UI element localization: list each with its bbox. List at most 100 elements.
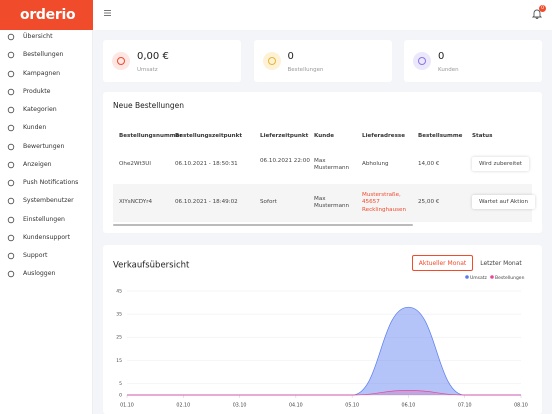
nav-icon	[7, 179, 15, 187]
table-cell: 06.10.2021 - 18:49:02	[175, 199, 238, 206]
x-tick-label: 05.10	[345, 403, 359, 409]
nav-icon-shape	[7, 88, 15, 95]
nav-icon	[7, 70, 15, 77]
nav-label: Systembenutzer	[23, 197, 74, 205]
stat-label: Bestellungen	[287, 67, 324, 73]
x-tick-label: 06.10	[402, 403, 416, 409]
nav-icon	[7, 161, 15, 168]
nav-icon	[7, 125, 15, 132]
chart-title: Verkaufsübersicht	[113, 261, 190, 271]
x-tick-label: 07.10	[458, 403, 472, 409]
nav-item[interactable]: Support	[0, 248, 92, 264]
nav-item[interactable]: Kunden	[0, 120, 92, 136]
brand: orderio	[0, 0, 93, 30]
stat-icon	[112, 52, 130, 70]
status-button[interactable]: Wartet auf Aktion	[472, 195, 536, 209]
nav-item[interactable]: Anzeigen	[0, 157, 92, 173]
nav-icon	[7, 52, 15, 59]
bell-icon[interactable]	[532, 8, 542, 19]
nav-icon-shape	[7, 52, 15, 59]
nav-label: Kategorien	[23, 106, 57, 113]
column-header: Bestellsumme	[418, 133, 463, 139]
nav-icon-shape	[7, 70, 15, 77]
column-header: Bestellungsnummer	[119, 133, 183, 139]
y-tick-label: 35	[116, 312, 122, 318]
y-tick-label: 0	[119, 393, 122, 399]
nav-item[interactable]: Einstellungen	[0, 212, 92, 228]
x-tick-label: 02.10	[176, 403, 190, 409]
column-header: Lieferadresse	[362, 133, 406, 139]
nav-item[interactable]: Ausloggen	[0, 266, 92, 282]
column-header: Status	[472, 133, 493, 139]
table-cell: Abholung	[362, 161, 389, 168]
nav-icon-shape	[7, 252, 15, 260]
nav-icon-shape	[7, 125, 15, 132]
nav-icon-shape	[7, 234, 15, 241]
sidebar: Übersicht Bestellungen Kampagnen Produkte Ka…	[0, 0, 93, 414]
nav-label: Anzeigen	[23, 160, 52, 168]
stat-icon-fg	[117, 57, 125, 65]
legend-label: Bestellungen	[495, 275, 525, 281]
nav-item[interactable]: Übersicht	[0, 29, 92, 45]
nav-icon	[7, 88, 15, 95]
stat-icon-fg	[267, 57, 276, 65]
nav-icon-shape	[7, 33, 15, 41]
nav-icon	[7, 234, 15, 241]
table-cell: 25,00 €	[418, 199, 440, 206]
nav-item[interactable]: Kundensupport	[0, 230, 92, 246]
table-cell: Musterstraße, 45657 Recklinghausen	[362, 191, 407, 213]
nav-item[interactable]: Systembenutzer	[0, 193, 92, 209]
stat-icon-bg	[413, 52, 431, 70]
table-cell: Ohe2Wt3Ul	[119, 161, 151, 168]
orders-title: Neue Bestellungen	[113, 101, 185, 110]
nav-label: Kunden	[23, 124, 47, 132]
stat-label: Umsatz	[137, 67, 158, 73]
tab-button[interactable]: Letzter Monat	[480, 260, 522, 267]
nav-item[interactable]: Produkte	[0, 84, 92, 100]
nav-item[interactable]: Bewertungen	[0, 139, 92, 155]
stat-icon	[262, 52, 281, 70]
table-cell: 14,00 €	[418, 161, 440, 168]
nav-label: Einstellungen	[23, 215, 65, 223]
stat-value: 0	[438, 51, 445, 62]
nav-label: Kundensupport	[23, 233, 71, 241]
legend-marker	[465, 275, 469, 279]
status-button[interactable]: Wird zubereitet	[472, 157, 529, 171]
nav-icon	[7, 33, 15, 41]
nav-icon-shape	[7, 143, 15, 150]
legend-label: Umsatz	[470, 275, 488, 281]
stat-card: 0 Kunden	[404, 40, 542, 82]
nav-item[interactable]: Bestellungen	[0, 47, 92, 63]
nav-item[interactable]: Kategorien	[0, 102, 92, 118]
tab-button[interactable]: Aktueller Monat	[412, 255, 473, 271]
scrollbar[interactable]	[113, 224, 413, 226]
stat-icon-bg	[112, 52, 130, 70]
nav-icon	[7, 216, 15, 223]
stat-card: 0 Bestellungen	[253, 40, 392, 82]
nav-item[interactable]: Push Notifications	[0, 175, 92, 191]
row-highlight	[113, 184, 532, 222]
y-tick-label: 15	[116, 358, 122, 364]
nav-icon	[7, 143, 15, 150]
y-tick-label: 5	[119, 381, 122, 387]
x-tick-label: 01.10	[120, 403, 134, 409]
area-series	[126, 306, 521, 396]
notification-badge: 0	[539, 5, 546, 12]
nav-label: Übersicht	[23, 33, 53, 40]
menu-icon[interactable]	[103, 9, 112, 17]
sales-chart: Verkaufsübersicht 0 5 15 25 35 45 01.10 02.10 03.…	[113, 261, 528, 409]
x-tick-label: 08.10	[514, 403, 528, 409]
orders-card: Neue Bestellungen Bestellungsnummer Beste…	[103, 92, 542, 233]
nav-icon	[7, 271, 15, 278]
nav-icon-shape	[7, 106, 15, 114]
y-tick-label: 25	[116, 335, 122, 341]
stat-label: Kunden	[438, 67, 459, 73]
nav-icon-shape	[7, 198, 15, 205]
nav-label: Support	[23, 252, 48, 259]
nav-label: Push Notifications	[23, 179, 79, 186]
stat-icon-bg	[262, 52, 281, 70]
nav-item[interactable]: Kampagnen	[0, 66, 92, 82]
sales-card: Verkaufsübersicht 0 5 15 25 35 45 01.10 02.10 03.…	[103, 245, 542, 414]
nav-icon	[7, 198, 15, 205]
